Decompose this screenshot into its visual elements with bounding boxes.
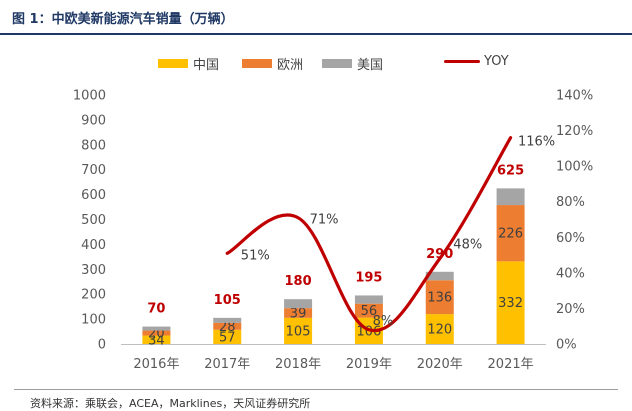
yoy-data-label: 51% [241,248,270,263]
bar-segment-china [142,335,171,344]
y-left-tick-label: 0 [98,338,106,353]
y-left-tick-label: 300 [81,263,106,278]
y-left-tick-label: 500 [81,213,106,228]
bar-segment-usa [213,317,242,323]
y-left-tick-label: 700 [81,163,106,178]
y-left-tick-label: 400 [81,238,106,253]
legend-label-yoy: YOY [484,54,509,69]
figure-title: 图 1：中欧美新能源汽车销量（万辆） [12,12,234,27]
y-right-tick-label: 60% [556,231,585,246]
legend-item-europe: 欧洲 [242,54,303,73]
y-left-tick-label: 1000 [73,89,106,104]
bar-data-label: 332 [498,296,523,311]
bar-data-label: 136 [427,291,452,306]
bar-data-label: 120 [427,323,452,338]
yoy-line [225,136,513,333]
bar-segment-usa [354,295,383,304]
bar-data-label: 105 [286,324,311,339]
y-right-tick-label: 100% [556,160,593,175]
bar-total-label: 105 [214,293,241,308]
bar-segment-china [425,314,454,344]
x-tick-label: 2016年 [133,357,179,372]
bar-total-label: 180 [285,274,312,289]
footer-divider [14,389,618,390]
x-tick-label: 2019年 [346,357,392,372]
bar-segment-europe [496,205,525,262]
bar-segment-china [213,329,242,344]
bar-segment-europe [354,303,383,318]
bar-segment-europe [284,308,313,318]
legend-item-usa: 美国 [322,54,383,73]
source-note: 资料来源：乘联会，ACEA，Marklines，天风证券研究所 [30,397,311,410]
y-left-tick-label: 900 [81,113,106,128]
legend-label-europe: 欧洲 [277,58,304,73]
chart-legend: 中国 欧洲 美国 YOY [0,54,632,73]
y-right-tick-label: 120% [556,124,593,139]
bar-segment-china [496,261,525,344]
legend-item-yoy: YOY [444,54,509,69]
bar-data-label: 226 [498,227,523,242]
legend-label-usa: 美国 [357,58,384,73]
legend-swatch-europe [242,59,272,68]
legend-swatch-china [158,59,188,68]
title-divider [0,33,632,35]
bar-total-label: 195 [355,270,382,285]
x-tick-label: 2017年 [204,357,250,372]
bar-segment-china [284,317,313,344]
bar-total-label: 70 [147,302,165,317]
y-left-tick-label: 800 [81,138,106,153]
bar-data-label: 28 [219,320,236,335]
bar-total-label: 625 [497,163,524,178]
bar-segment-europe [142,330,171,336]
yoy-data-label: 8% [373,314,394,329]
bar-data-label: 34 [148,333,165,348]
legend-swatch-usa [322,59,352,68]
legend-label-china: 中国 [193,58,220,73]
x-tick-label: 2020年 [417,357,463,372]
bar-data-label: 39 [290,306,307,321]
y-left-tick-label: 100 [81,313,106,328]
y-right-tick-label: 0% [556,338,577,353]
y-right-tick-label: 20% [556,302,585,317]
bar-segment-usa [142,326,171,331]
legend-item-china: 中国 [158,54,219,73]
bar-segment-europe [213,322,242,330]
bar-segment-europe [425,280,454,315]
bar-segment-usa [284,299,313,309]
yoy-data-label: 116% [518,135,555,150]
bar-data-label: 57 [219,330,236,345]
yoy-data-label: 48% [453,238,482,253]
bar-segment-usa [496,188,525,206]
y-right-tick-label: 140% [556,89,593,104]
bar-data-label: 56 [361,304,378,319]
y-left-tick-label: 600 [81,188,106,203]
y-right-tick-label: 40% [556,266,585,281]
y-right-tick-label: 80% [556,195,585,210]
y-left-tick-label: 200 [81,288,106,303]
yoy-data-label: 71% [310,213,339,228]
x-tick-label: 2018年 [275,357,321,372]
x-tick-label: 2021年 [488,357,534,372]
bar-segment-usa [425,271,454,281]
legend-swatch-yoy [444,60,480,63]
